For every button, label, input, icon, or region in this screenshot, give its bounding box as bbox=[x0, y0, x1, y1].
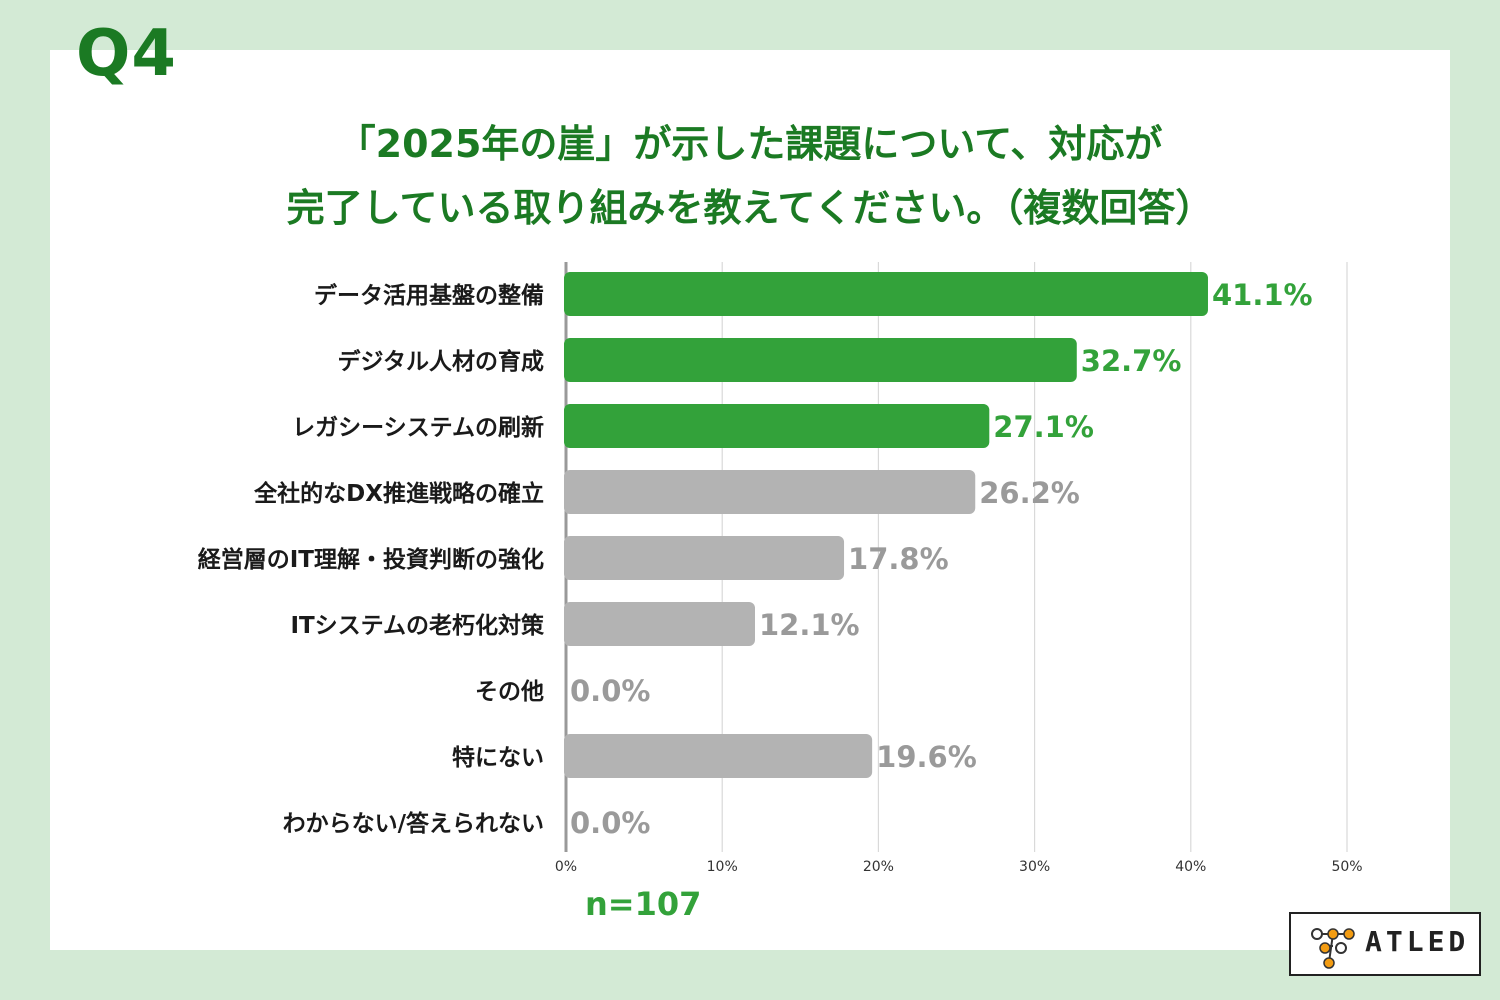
value-label: 12.1% bbox=[759, 608, 860, 642]
x-tick-label: 10% bbox=[707, 859, 738, 875]
value-label: 27.1% bbox=[993, 410, 1094, 444]
title-line-1: 「2025年の崖」が示した課題について、対応が bbox=[337, 122, 1163, 166]
category-label: その他 bbox=[475, 679, 544, 705]
value-label: 32.7% bbox=[1081, 344, 1182, 378]
x-tick-label: 30% bbox=[1019, 859, 1050, 875]
bar bbox=[564, 404, 990, 448]
category-label: 経営層のIT理解・投資判断の強化 bbox=[198, 546, 544, 573]
title-line-2: 完了している取り組みを教えてください。（複数回答） bbox=[286, 186, 1214, 230]
logo-text: ATLED bbox=[1365, 925, 1470, 958]
bar bbox=[564, 734, 873, 778]
category-label: わからない/答えられない bbox=[283, 810, 544, 837]
category-label: レガシーシステムの刷新 bbox=[292, 414, 544, 441]
bar bbox=[564, 602, 756, 646]
labels: 0% 10% 20% 30% 40% 50% データ活用基盤の整備 41.1% デジタル人材の育… bbox=[198, 278, 1363, 875]
value-label: 19.6% bbox=[876, 740, 977, 774]
category-label: ITシステムの老朽化対策 bbox=[290, 612, 545, 639]
bars bbox=[564, 272, 1208, 778]
value-label: 0.0% bbox=[570, 806, 650, 840]
bar bbox=[564, 272, 1208, 316]
x-tick-label: 40% bbox=[1175, 859, 1206, 875]
bar bbox=[564, 338, 1077, 382]
x-tick-label: 20% bbox=[863, 859, 894, 875]
bar bbox=[564, 536, 845, 580]
value-label: 41.1% bbox=[1212, 278, 1313, 312]
value-label: 0.0% bbox=[570, 674, 650, 708]
logo-mark-icon bbox=[1311, 928, 1355, 969]
value-label: 17.8% bbox=[848, 542, 949, 576]
category-label: データ活用基盤の整備 bbox=[314, 282, 544, 309]
category-label: 特にない bbox=[452, 745, 544, 771]
category-label: デジタル人材の育成 bbox=[337, 348, 544, 375]
value-label: 26.2% bbox=[979, 476, 1080, 510]
x-tick-label: 50% bbox=[1331, 859, 1362, 875]
question-label: Q4 bbox=[76, 17, 177, 91]
atled-logo: ATLED bbox=[1289, 912, 1481, 976]
bar bbox=[564, 470, 976, 514]
category-label: 全社的なDX推進戦略の確立 bbox=[253, 480, 544, 507]
x-tick-label: 0% bbox=[555, 859, 577, 875]
sample-size-label: n=107 bbox=[585, 885, 702, 923]
chart-title: 「2025年の崖」が示した課題について、対応が 完了している取り組みを教えてくだ… bbox=[0, 112, 1500, 240]
